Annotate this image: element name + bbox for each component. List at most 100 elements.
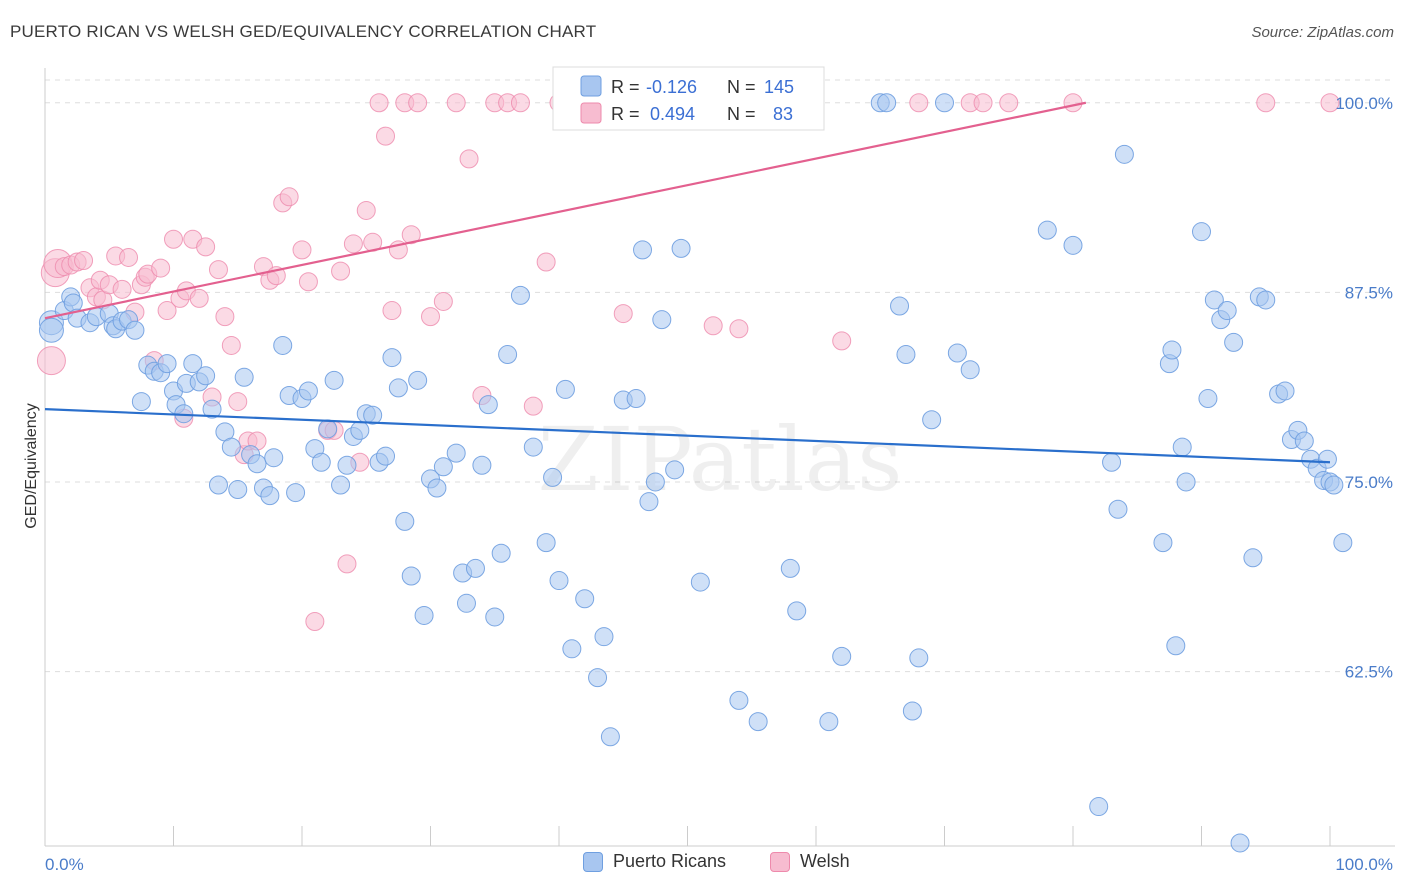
puerto-rican-point-114 xyxy=(1114,144,1134,164)
puerto-rican-point-43 xyxy=(311,452,331,472)
puerto-rican-point-123 xyxy=(1204,290,1224,310)
puerto-rican-point-80 xyxy=(588,668,608,688)
puerto-rican-points xyxy=(38,93,1353,853)
welsh-points xyxy=(36,93,1340,632)
puerto-rican-point-135 xyxy=(1294,431,1314,451)
trend-lines xyxy=(44,101,1331,464)
welsh-point-68 xyxy=(523,396,543,416)
legend-label-welsh: Welsh xyxy=(800,851,850,871)
puerto-rican-point-108 xyxy=(960,360,980,380)
puerto-rican-point-13 xyxy=(125,320,145,340)
puerto-rican-point-82 xyxy=(600,727,620,747)
puerto-rican-point-45 xyxy=(324,370,344,390)
puerto-rican-point-75 xyxy=(543,467,563,487)
welsh-point-30 xyxy=(208,260,228,280)
puerto-rican-point-84 xyxy=(626,389,646,409)
puerto-rican-point-61 xyxy=(427,478,447,498)
welsh-point-42 xyxy=(292,240,312,260)
welsh-point-60 xyxy=(421,307,440,327)
puerto-rican-point-102 xyxy=(896,345,916,365)
puerto-rican-point-29 xyxy=(221,437,241,457)
puerto-rican-point-130 xyxy=(1256,290,1276,310)
welsh-point-0 xyxy=(36,346,66,376)
welsh-point-22 xyxy=(164,229,183,249)
axes xyxy=(44,68,1395,847)
puerto-rican-point-89 xyxy=(665,460,685,480)
legend-item-puerto-ricans: Puerto Ricans xyxy=(583,851,726,872)
welsh-point-74 xyxy=(729,319,749,339)
legend-swatch-pink xyxy=(580,102,602,124)
puerto-rican-point-62 xyxy=(433,457,453,477)
welsh-point-78 xyxy=(973,93,993,113)
puerto-rican-point-132 xyxy=(1275,381,1295,401)
puerto-rican-point-23 xyxy=(183,354,203,374)
puerto-rican-point-113 xyxy=(1108,499,1128,519)
y-tick-label-3: 100.0% xyxy=(1335,94,1393,113)
puerto-rican-point-30 xyxy=(228,480,248,500)
puerto-rican-point-25 xyxy=(196,366,216,386)
welsh-point-44 xyxy=(305,612,325,632)
welsh-point-49 xyxy=(343,234,363,254)
puerto-rican-point-95 xyxy=(780,558,800,578)
puerto-rican-point-66 xyxy=(465,558,485,578)
puerto-rican-point-1 xyxy=(38,317,64,343)
welsh-point-27 xyxy=(189,288,209,308)
y-tick-label-1: 75.0% xyxy=(1345,473,1393,492)
puerto-rican-point-27 xyxy=(208,475,228,495)
puerto-rican-point-65 xyxy=(456,593,476,613)
puerto-rican-point-117 xyxy=(1162,340,1182,360)
puerto-rican-point-98 xyxy=(832,646,852,666)
puerto-rican-point-81 xyxy=(594,627,614,647)
welsh-point-80 xyxy=(1063,93,1083,113)
correlation-legend: R = -0.126 N = 145 R = 0.494 N = 83 xyxy=(552,66,825,131)
puerto-rican-point-76 xyxy=(549,571,569,591)
puerto-rican-point-49 xyxy=(350,420,370,440)
puerto-rican-point-71 xyxy=(498,345,518,365)
puerto-rican-point-121 xyxy=(1192,222,1211,242)
puerto-rican-point-18 xyxy=(157,354,177,374)
puerto-rican-point-87 xyxy=(645,472,665,492)
welsh-point-71 xyxy=(613,304,633,324)
puerto-rican-point-101 xyxy=(890,296,910,316)
legend-r-value-2: 0.494 xyxy=(650,104,695,124)
puerto-rican-point-69 xyxy=(485,607,505,627)
puerto-rican-point-63 xyxy=(446,443,466,463)
legend-r-label-2: R = xyxy=(611,104,640,124)
puerto-rican-point-139 xyxy=(1317,449,1337,469)
welsh-point-43 xyxy=(298,272,318,292)
source-credit: Source: ZipAtlas.com xyxy=(1251,24,1394,41)
puerto-rican-point-55 xyxy=(388,378,408,398)
welsh-point-59 xyxy=(408,93,428,113)
legend-r-value-1: -0.126 xyxy=(646,77,697,97)
puerto-rican-point-103 xyxy=(902,701,922,721)
puerto-rican-point-53 xyxy=(376,446,396,466)
puerto-rican-point-120 xyxy=(1176,472,1196,492)
puerto-rican-point-59 xyxy=(414,605,434,625)
welsh-point-63 xyxy=(459,149,479,169)
puerto-rican-point-127 xyxy=(1230,833,1250,853)
puerto-rican-point-122 xyxy=(1198,389,1218,409)
puerto-rican-point-142 xyxy=(1333,533,1353,553)
puerto-rican-trend-line xyxy=(44,408,1331,464)
welsh-point-20 xyxy=(151,258,171,278)
puerto-rican-point-85 xyxy=(633,240,653,260)
legend-swatch-blue xyxy=(580,75,602,97)
puerto-rican-point-72 xyxy=(510,285,530,305)
welsh-point-81 xyxy=(1256,93,1276,113)
welsh-point-58 xyxy=(401,225,421,245)
puerto-rican-point-118 xyxy=(1166,636,1186,656)
puerto-rican-point-93 xyxy=(748,712,768,732)
welsh-point-67 xyxy=(510,93,530,113)
welsh-point-61 xyxy=(433,291,453,311)
welsh-point-13 xyxy=(112,279,132,299)
legend-label-puerto-ricans: Puerto Ricans xyxy=(613,851,727,871)
puerto-rican-point-109 xyxy=(1037,220,1057,240)
puerto-rican-point-79 xyxy=(575,589,595,609)
puerto-rican-point-77 xyxy=(555,379,575,399)
puerto-rican-point-35 xyxy=(260,486,280,506)
welsh-point-69 xyxy=(536,252,556,272)
puerto-rican-point-107 xyxy=(947,343,967,363)
puerto-rican-point-58 xyxy=(408,370,428,390)
y-tick-label-0: 62.5% xyxy=(1345,663,1393,682)
welsh-point-79 xyxy=(999,93,1019,113)
